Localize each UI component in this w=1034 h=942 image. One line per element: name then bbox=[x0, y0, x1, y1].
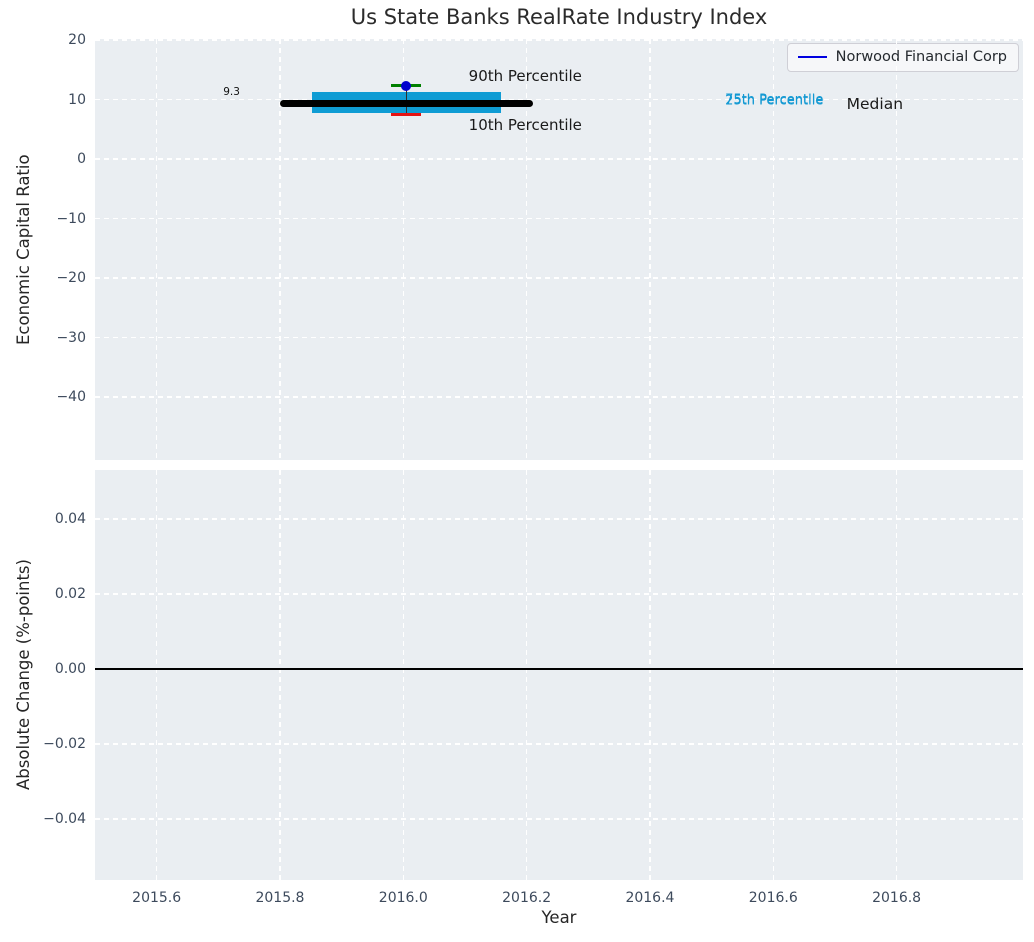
gridline-vertical bbox=[649, 39, 651, 460]
p10-cap bbox=[391, 113, 422, 117]
gridline-vertical bbox=[402, 39, 404, 460]
y-tick-label: 20 bbox=[68, 32, 86, 49]
gridline-horizontal bbox=[95, 277, 1023, 279]
gridline-vertical bbox=[279, 470, 281, 880]
x-tick-label: 2016.4 bbox=[625, 890, 675, 906]
x-tick-label: 2015.8 bbox=[255, 890, 305, 906]
gridline-vertical bbox=[155, 39, 158, 460]
median-line bbox=[279, 100, 533, 108]
gridline-horizontal bbox=[95, 743, 1023, 745]
whisker-line bbox=[405, 85, 407, 115]
bottom-y-axis-label: Absolute Change (%-points) bbox=[14, 559, 33, 791]
gridline-horizontal bbox=[95, 39, 1023, 41]
gridline-vertical bbox=[402, 470, 404, 880]
x-axis-label: Year bbox=[541, 908, 577, 927]
y-tick-label: −40 bbox=[56, 388, 86, 405]
gridline-vertical bbox=[772, 39, 774, 460]
y-tick-label: 0.04 bbox=[54, 511, 86, 528]
y-tick-label: −10 bbox=[56, 210, 86, 227]
gridline-vertical bbox=[895, 470, 898, 880]
top-y-axis-label: Economic Capital Ratio bbox=[14, 154, 33, 345]
gridline-horizontal bbox=[95, 217, 1023, 220]
gridline-vertical bbox=[525, 470, 528, 880]
y-tick-label: −30 bbox=[56, 329, 86, 346]
gridline-horizontal bbox=[95, 518, 1023, 520]
gridline-vertical bbox=[155, 470, 158, 880]
bottom-plot-area bbox=[95, 470, 1023, 880]
legend-line-sample bbox=[797, 55, 827, 59]
annotation-median: Median bbox=[846, 94, 904, 113]
x-tick-label: 2016.6 bbox=[748, 890, 798, 906]
annotation-9-3: 9.3 bbox=[223, 85, 240, 98]
top-plot-area: Norwood Financial Corp 90th Percentile 10… bbox=[95, 39, 1023, 460]
y-tick-label: 0.00 bbox=[54, 661, 86, 677]
annotation-75th-percentile: 75th Percentile bbox=[725, 92, 824, 108]
gridline-vertical bbox=[525, 39, 528, 460]
gridline-horizontal bbox=[95, 396, 1023, 398]
gridline-vertical bbox=[279, 39, 281, 460]
zero-line bbox=[95, 668, 1023, 670]
legend: Norwood Financial Corp bbox=[786, 43, 1019, 72]
x-tick-label: 2016.2 bbox=[502, 890, 552, 906]
y-tick-label: 0.02 bbox=[54, 586, 86, 603]
gridline-vertical bbox=[895, 39, 898, 460]
legend-label: Norwood Financial Corp bbox=[835, 49, 1007, 65]
gridline-horizontal bbox=[95, 593, 1023, 595]
gridline-vertical bbox=[649, 470, 651, 880]
y-tick-label: −20 bbox=[56, 270, 86, 287]
x-tick-label: 2016.0 bbox=[378, 890, 428, 906]
annotation-90th-percentile: 90th Percentile bbox=[468, 67, 582, 86]
y-tick-label: −0.04 bbox=[43, 810, 86, 827]
chart-title: Us State Banks RealRate Industry Index bbox=[350, 5, 768, 29]
y-tick-label: 10 bbox=[68, 91, 86, 108]
gridline-horizontal bbox=[95, 818, 1023, 820]
gridline-horizontal bbox=[95, 98, 1023, 101]
x-tick-label: 2016.8 bbox=[872, 890, 922, 906]
gridline-horizontal bbox=[95, 158, 1023, 160]
gridline-vertical bbox=[772, 470, 774, 880]
annotation-25th-percentile: 25th Percentile bbox=[725, 93, 824, 109]
y-tick-label: −0.02 bbox=[43, 735, 86, 752]
gridline-horizontal bbox=[95, 336, 1023, 339]
x-tick-label: 2015.6 bbox=[132, 890, 182, 906]
y-tick-label: 0 bbox=[77, 151, 86, 168]
company-dot bbox=[401, 80, 412, 91]
annotation-10th-percentile: 10th Percentile bbox=[468, 115, 582, 134]
